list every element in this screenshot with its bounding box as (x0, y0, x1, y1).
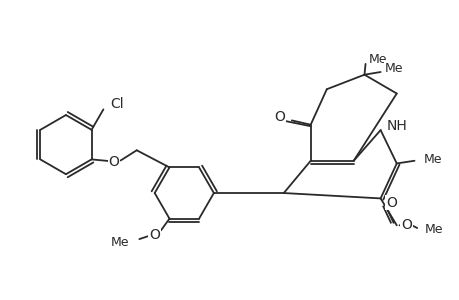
Text: O: O (400, 218, 411, 232)
Text: NH: NH (386, 119, 407, 133)
Text: O: O (385, 196, 396, 210)
Text: Cl: Cl (110, 97, 123, 111)
Text: O: O (108, 155, 119, 169)
Text: Me: Me (111, 236, 129, 249)
Text: Me: Me (384, 62, 403, 75)
Text: Me: Me (368, 53, 386, 66)
Text: O: O (149, 228, 160, 242)
Text: Me: Me (424, 223, 442, 236)
Text: Me: Me (423, 153, 441, 166)
Text: O: O (274, 110, 285, 124)
